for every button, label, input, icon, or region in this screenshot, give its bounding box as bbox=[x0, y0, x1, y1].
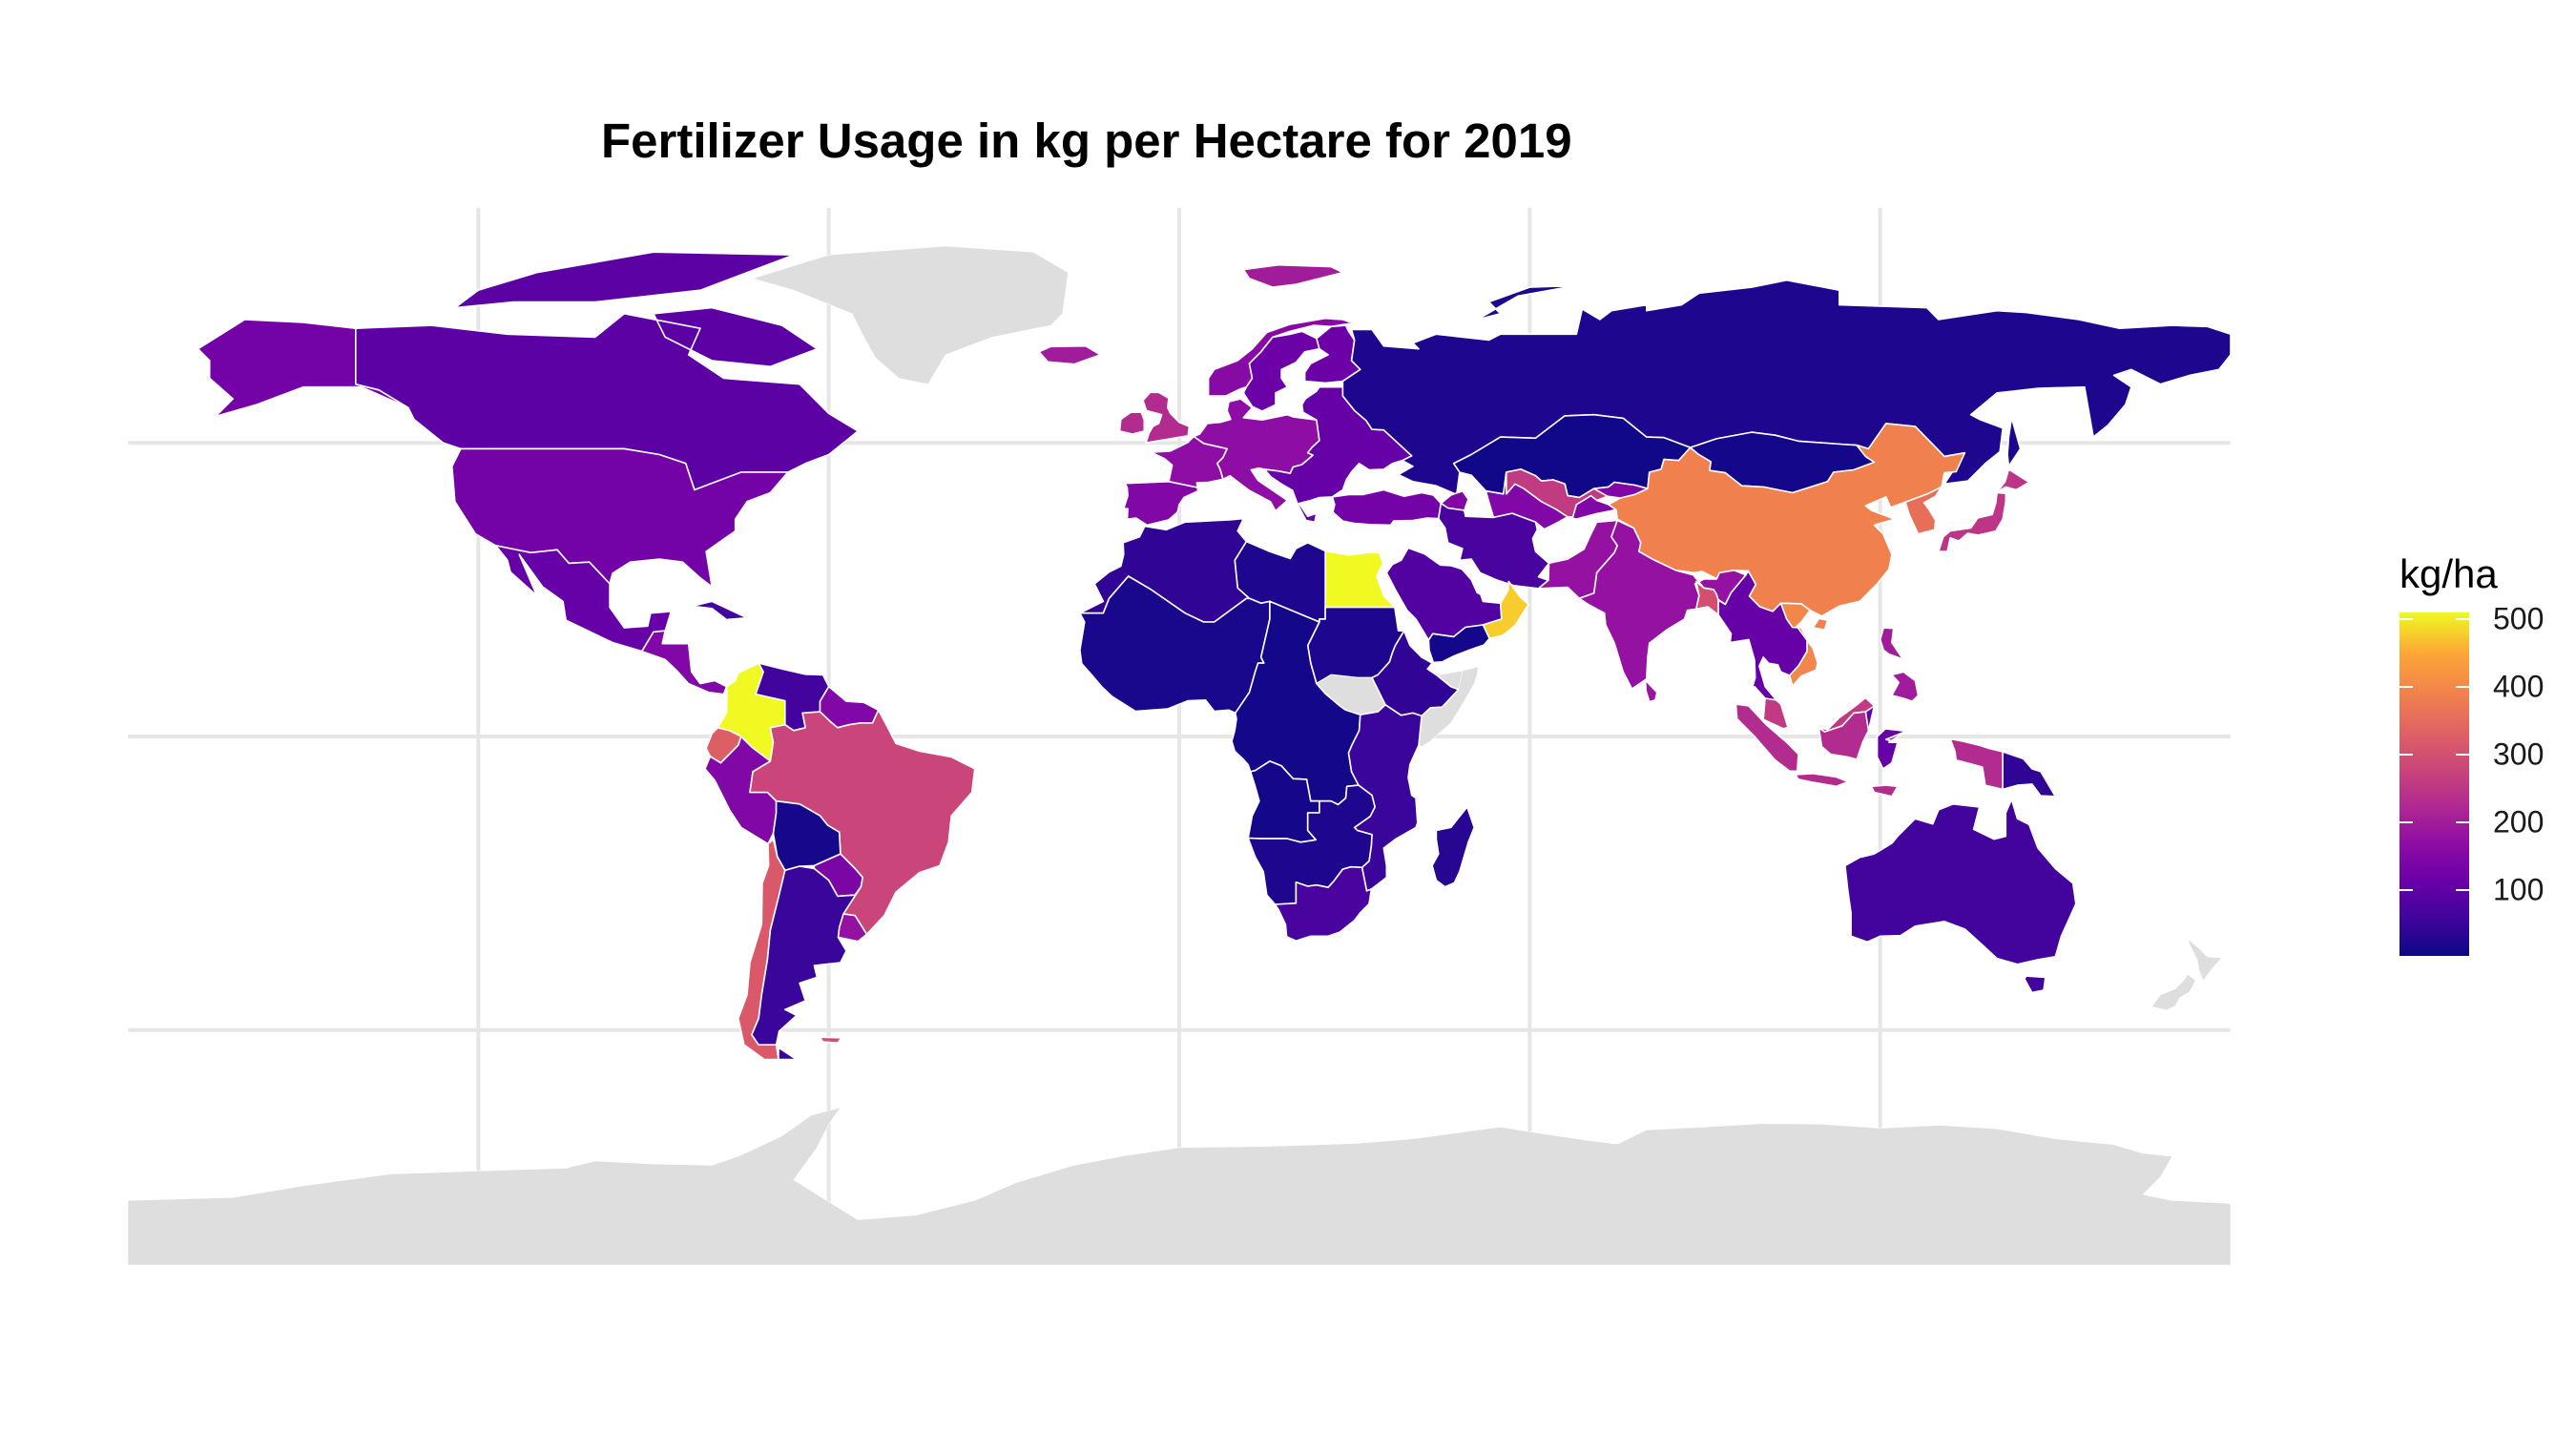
country-iceland bbox=[1038, 344, 1102, 365]
country-bangladesh bbox=[1695, 580, 1719, 616]
country-south-africa bbox=[1274, 865, 1373, 942]
country-egypt bbox=[1324, 550, 1396, 609]
country-papua-new-guinea bbox=[2002, 751, 2057, 798]
legend-title: kg/ha bbox=[2399, 551, 2498, 596]
country-ireland bbox=[1118, 411, 1146, 435]
country-australia bbox=[1844, 798, 2077, 994]
country-argentina bbox=[751, 865, 862, 1061]
legend-tick-label: 500 bbox=[2493, 601, 2545, 636]
map-title: Fertilizer Usage in kg per Hectare for 2… bbox=[601, 114, 1572, 168]
legend-tick-label: 200 bbox=[2493, 804, 2545, 840]
country-uzbekistan bbox=[1506, 468, 1609, 518]
country-japan bbox=[1938, 468, 2030, 552]
country-sri-lanka bbox=[1644, 679, 1658, 703]
country-antarctica bbox=[128, 1107, 2231, 1265]
country-cuba bbox=[681, 600, 748, 621]
country-yemen bbox=[1427, 624, 1490, 664]
colorbar bbox=[2399, 612, 2469, 956]
country-central-america bbox=[641, 630, 728, 695]
country-madagascar bbox=[1431, 806, 1475, 888]
legend-tick-label: 300 bbox=[2493, 736, 2545, 772]
country-falkland-islands bbox=[819, 1036, 842, 1045]
country-philippines bbox=[1879, 627, 1920, 702]
country-indonesia bbox=[1735, 703, 2004, 798]
country-svalbard bbox=[1242, 263, 1344, 288]
legend-tick-label: 400 bbox=[2493, 669, 2545, 704]
country-new-zealand bbox=[2151, 939, 2223, 1011]
country-sweden bbox=[1242, 330, 1320, 412]
world-map bbox=[128, 208, 2231, 1265]
country-korea bbox=[1904, 486, 1942, 535]
country-india bbox=[1578, 519, 1747, 690]
legend-tick-label: 100 bbox=[2493, 872, 2545, 907]
country-vietnam bbox=[1779, 602, 1818, 687]
country-united-kingdom bbox=[1142, 391, 1191, 444]
country-iberia bbox=[1123, 481, 1199, 527]
country-greenland bbox=[752, 245, 1069, 384]
color-legend: kg/ha 100 200 300 400 500 bbox=[2399, 551, 2552, 971]
country-turkey bbox=[1331, 488, 1443, 527]
country-layer bbox=[128, 245, 2231, 1265]
